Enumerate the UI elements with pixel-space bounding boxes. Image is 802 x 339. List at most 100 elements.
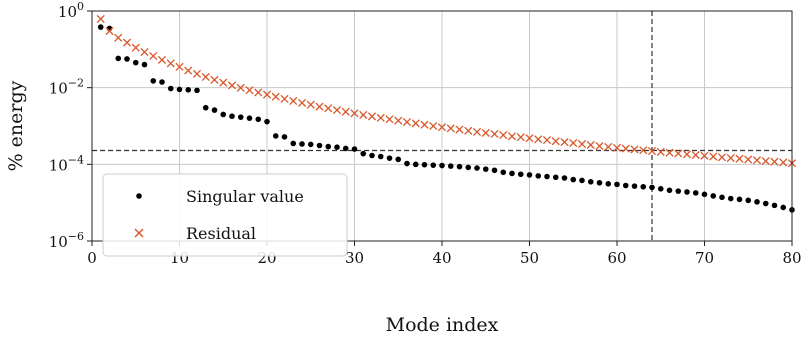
x-tick-label: 50 bbox=[520, 249, 539, 267]
residual-point-stroke bbox=[105, 26, 114, 36]
residual-point bbox=[350, 109, 359, 118]
residual-point bbox=[542, 135, 552, 145]
legend-box bbox=[102, 173, 348, 257]
singular-value-point bbox=[491, 167, 498, 174]
residual-point bbox=[586, 140, 595, 150]
residual-point-stroke bbox=[201, 72, 210, 82]
residual-point bbox=[604, 142, 613, 151]
residual-point-stroke bbox=[534, 135, 543, 144]
residual-point bbox=[289, 96, 298, 106]
residual-point-stroke bbox=[691, 150, 700, 160]
singular-value-point bbox=[509, 170, 515, 177]
residual-point bbox=[166, 59, 175, 68]
residual-point bbox=[621, 144, 630, 153]
series-residual bbox=[96, 14, 797, 168]
residual-point bbox=[219, 78, 228, 87]
residual-point-stroke bbox=[481, 128, 490, 137]
singular-value-point bbox=[736, 196, 743, 203]
singular-value-point bbox=[745, 197, 752, 204]
residual-point bbox=[210, 75, 219, 84]
singular-value-point bbox=[281, 134, 288, 140]
residual-point bbox=[245, 86, 254, 95]
residual-point-stroke bbox=[744, 155, 753, 164]
singular-value-point bbox=[587, 179, 594, 185]
residual-point-stroke bbox=[192, 69, 202, 78]
residual-point-stroke bbox=[376, 113, 385, 122]
residual-point-stroke bbox=[175, 62, 184, 71]
singular-value-point bbox=[666, 187, 673, 194]
residual-point-stroke bbox=[236, 83, 245, 92]
residual-point-stroke bbox=[324, 104, 333, 113]
singular-value-point bbox=[640, 183, 647, 190]
residual-point bbox=[114, 33, 123, 42]
singular-value-point bbox=[710, 193, 717, 199]
residual-point bbox=[367, 112, 377, 121]
residual-point-stroke bbox=[682, 150, 692, 159]
singular-value-point bbox=[290, 140, 297, 147]
residual-point-stroke bbox=[700, 151, 709, 160]
residual-point-stroke bbox=[210, 75, 219, 84]
singular-value-point bbox=[684, 189, 690, 195]
singular-value-point bbox=[649, 184, 655, 191]
reference-lines bbox=[92, 11, 792, 241]
residual-point bbox=[175, 62, 184, 71]
residual-point bbox=[429, 121, 438, 131]
residual-point-stroke bbox=[586, 140, 595, 150]
residual-point-stroke bbox=[157, 55, 167, 64]
singular-value-point bbox=[299, 141, 305, 147]
residual-point bbox=[665, 148, 674, 157]
singular-value-point bbox=[754, 199, 760, 205]
singular-value-point bbox=[386, 155, 393, 161]
residual-point-stroke bbox=[402, 117, 412, 127]
singular-value-point bbox=[176, 86, 183, 93]
residual-point bbox=[752, 156, 762, 165]
residual-point bbox=[735, 154, 744, 163]
y-tick-label: 10−6 bbox=[49, 230, 84, 251]
singular-value-point bbox=[342, 145, 349, 152]
residual-point bbox=[534, 135, 543, 144]
residual-point-stroke bbox=[131, 43, 140, 52]
residual-point bbox=[472, 127, 482, 136]
residual-point-stroke bbox=[577, 139, 587, 149]
residual-point bbox=[315, 102, 324, 111]
residual-point bbox=[184, 66, 193, 75]
legend-residual-marker bbox=[134, 228, 144, 238]
singular-value-point bbox=[351, 146, 358, 152]
singular-value-point bbox=[482, 166, 489, 172]
residual-point-stroke bbox=[271, 92, 280, 101]
residual-point-stroke bbox=[149, 51, 158, 61]
singular-value-point bbox=[211, 107, 218, 113]
residual-point bbox=[332, 106, 342, 115]
residual-point-stroke bbox=[656, 147, 665, 156]
x-tick-label: 0 bbox=[87, 249, 97, 267]
singular-value-point bbox=[701, 191, 708, 198]
singular-value-point bbox=[456, 163, 463, 170]
residual-point bbox=[201, 72, 210, 82]
singular-value-point bbox=[762, 200, 769, 207]
residual-point-stroke bbox=[525, 134, 534, 143]
residual-point bbox=[376, 113, 385, 122]
legend: Singular value Residual bbox=[102, 173, 348, 257]
residual-point bbox=[700, 151, 709, 160]
x-tick-label: 60 bbox=[607, 249, 626, 267]
singular-value-point bbox=[570, 176, 577, 183]
residual-point bbox=[744, 155, 753, 164]
x-tick-label: 70 bbox=[695, 249, 714, 267]
residual-point-stroke bbox=[674, 149, 683, 158]
residual-point-stroke bbox=[499, 131, 508, 140]
singular-value-point bbox=[500, 169, 507, 176]
x-tick-label: 40 bbox=[432, 249, 451, 267]
residual-point bbox=[490, 129, 499, 139]
residual-point-stroke bbox=[726, 153, 735, 163]
singular-value-point bbox=[150, 78, 157, 84]
residual-point-stroke bbox=[612, 143, 622, 152]
singular-value-point bbox=[544, 173, 550, 180]
y-tick-label: 10−2 bbox=[49, 77, 84, 98]
residual-point-stroke bbox=[665, 148, 674, 157]
residual-point-stroke bbox=[490, 129, 499, 139]
singular-value-point bbox=[377, 153, 384, 160]
singular-value-point bbox=[97, 24, 104, 30]
singular-value-point bbox=[229, 113, 235, 120]
singular-value-point bbox=[535, 173, 542, 179]
singular-value-point bbox=[124, 56, 130, 62]
